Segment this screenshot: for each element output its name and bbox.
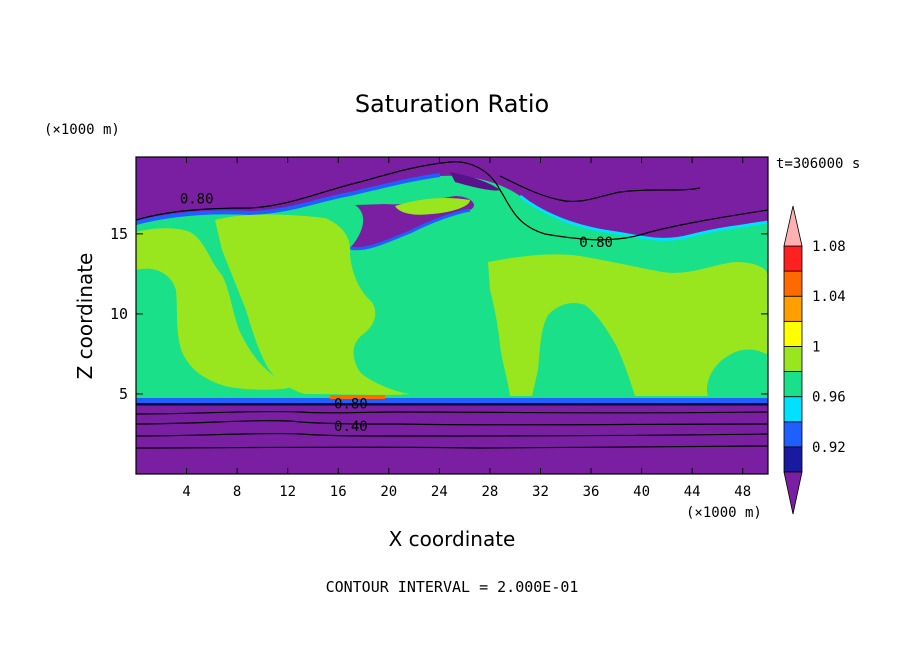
x-tick-label: 20: [380, 484, 397, 500]
green-patch-right: [488, 254, 768, 396]
contour-labels: 0.80 0.80 0.80 0.40: [180, 192, 613, 435]
x-tick-label: 48: [734, 484, 751, 500]
colorbar-label: 1.08: [812, 239, 846, 255]
y-unit-label: (×1000 m): [44, 122, 120, 138]
green-patch-upper: [395, 198, 470, 215]
interface-blue: [136, 398, 768, 403]
y-tick-label: 10: [110, 305, 128, 323]
colorbar-segment: [783, 245, 803, 272]
dry-intrusion-edge: [349, 208, 471, 251]
x-tick-label: 4: [182, 484, 190, 500]
contour-label: 0.80: [180, 192, 214, 208]
contour-interval-note: CONTOUR INTERVAL = 2.000E-01: [326, 578, 579, 596]
x-tick-label: 16: [330, 484, 347, 500]
colorbar-label: 0.96: [812, 390, 846, 406]
colorbar-segment: [783, 295, 803, 322]
x-tick-label: 8: [233, 484, 241, 500]
colorbar-segment: [783, 346, 803, 372]
time-label: t=306000 s: [776, 156, 860, 172]
y-axis-ticks: 5 10 15: [110, 225, 768, 403]
contour-label: 0.40: [334, 419, 368, 435]
colorbar-segment: [783, 396, 803, 423]
colorbar-segment: [783, 446, 803, 473]
colorbar-label: 1.04: [812, 289, 846, 305]
plot-frame: [135, 156, 769, 475]
x-tick-label: 36: [583, 484, 600, 500]
x-axis-label: X coordinate: [389, 527, 516, 551]
contour-label: 0.80: [334, 397, 368, 413]
contour-lines: [136, 161, 768, 449]
upper-blue-edge: [136, 173, 441, 225]
colorbar-segment: [783, 320, 803, 347]
x-tick-label: 24: [431, 484, 448, 500]
x-tick-label: 44: [684, 484, 701, 500]
upper-cyan-edge: [519, 194, 768, 241]
colorbar-label: 0.92: [812, 440, 846, 456]
contour-upper-right: [499, 175, 701, 203]
contour-020: [136, 445, 768, 449]
x-tick-label: 12: [279, 484, 296, 500]
contour-060: [136, 420, 768, 426]
chart-title: Saturation Ratio: [355, 90, 549, 118]
contour-040: [136, 432, 768, 437]
green-patch-left: [136, 228, 292, 390]
x-tick-label: 40: [633, 484, 650, 500]
y-axis-label: Z coordinate: [73, 253, 97, 380]
contour-label: 0.80: [579, 235, 613, 251]
colorbar: 0.92 0.96 1 1.04 1.08: [783, 205, 846, 515]
contour-080-upper: [136, 161, 768, 241]
green-patch-center: [215, 214, 410, 395]
x-unit-label: (×1000 m): [686, 505, 762, 521]
x-tick-label: 32: [532, 484, 549, 500]
y-tick-label: 15: [110, 225, 128, 243]
y-tick-label: 5: [119, 385, 128, 403]
heatmap-field: 0.80 0.80 0.80 0.40: [136, 157, 768, 474]
x-tick-label: 28: [481, 484, 498, 500]
colorbar-segment: [783, 270, 803, 297]
x-axis-ticks: 4 8 12 16 20 24 28 32 36 40 44 48: [182, 157, 751, 500]
colorbar-bottom-arrow: [783, 471, 803, 515]
colorbar-segment: [783, 371, 803, 398]
colorbar-label: 1: [812, 339, 820, 355]
contour-080-lower: [136, 410, 768, 415]
upper-dark-band: [450, 172, 500, 191]
colorbar-top-arrow: [783, 205, 803, 247]
interface-orange-spot: [330, 395, 385, 399]
colorbar-segment: [783, 421, 803, 448]
